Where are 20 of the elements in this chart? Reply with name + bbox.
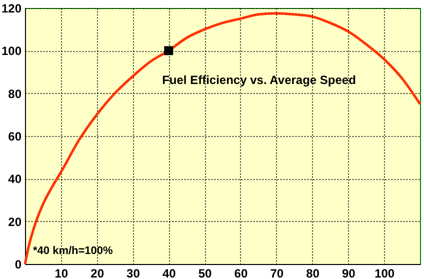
annotation: Fuel Efficiency vs. Average Speed <box>162 73 356 87</box>
x-tick-label: 50 <box>198 266 212 279</box>
line-series <box>24 12 422 266</box>
y-tick-label: 120 <box>1 2 22 16</box>
x-tick-label: 40 <box>162 266 176 279</box>
y-tick-label: 40 <box>8 172 22 186</box>
x-tick-label: 70 <box>270 266 284 279</box>
y-tick-label: 20 <box>8 214 22 229</box>
y-tick-label: 80 <box>8 86 22 101</box>
x-tick-label: 10 <box>54 266 68 279</box>
x-tick-label: 30 <box>126 266 140 279</box>
y-tick-label: 60 <box>8 130 22 144</box>
x-tick-label: 100 <box>374 266 395 279</box>
x-tick-label: 90 <box>342 266 356 279</box>
y-tick-label: 100 <box>1 44 22 58</box>
y-tick-label: 0 <box>14 258 22 272</box>
x-tick-label: 80 <box>306 266 320 279</box>
x-tick-label: 20 <box>90 266 104 279</box>
x-tick-label: 60 <box>234 266 248 279</box>
annotation: *40 km/h=100% <box>33 245 114 257</box>
